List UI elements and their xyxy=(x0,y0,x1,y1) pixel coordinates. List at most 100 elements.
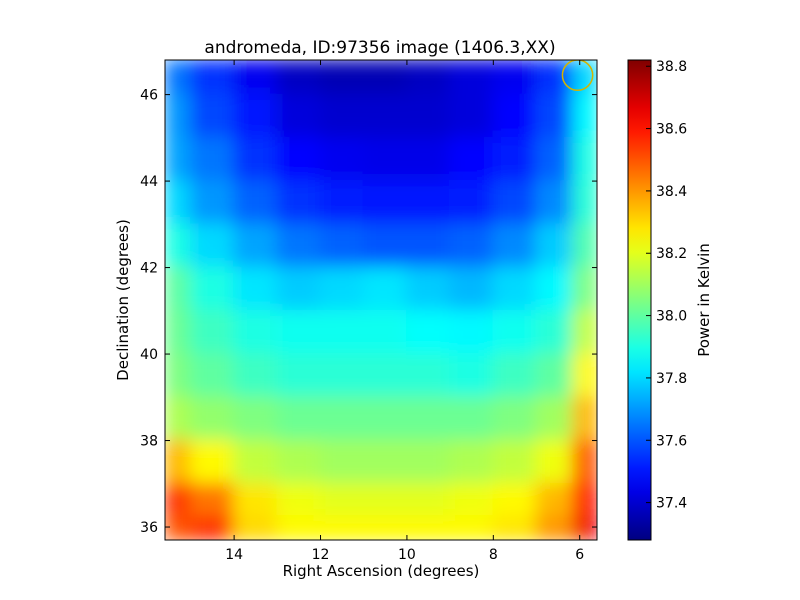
heatmap-cell xyxy=(189,93,236,139)
heatmap-cell xyxy=(276,93,322,139)
y-tick-label: 46 xyxy=(140,88,158,104)
heatmap-cell xyxy=(362,93,408,139)
heatmap-cell xyxy=(319,136,365,183)
heatmap-cell xyxy=(492,396,538,442)
heatmap-cell xyxy=(449,439,495,485)
x-tick-label: 6 xyxy=(575,547,584,563)
heatmap-cell xyxy=(535,482,575,518)
heatmap-cell xyxy=(535,396,575,442)
heatmap-cell xyxy=(492,482,538,518)
x-tick-label: 8 xyxy=(489,547,498,563)
colorbar-tick-label: 38.8 xyxy=(656,59,687,75)
colorbar-tick-label: 38.2 xyxy=(656,246,687,262)
heatmap-cell xyxy=(276,60,322,96)
heatmap-cell xyxy=(319,482,365,518)
heatmap-cell xyxy=(572,396,597,442)
heatmap-cell xyxy=(405,309,452,356)
heatmap-cell xyxy=(189,482,236,518)
colorbar-tick-label: 38.4 xyxy=(656,184,687,200)
heatmap-cell xyxy=(276,266,322,312)
x-axis-label: Right Ascension (degrees) xyxy=(283,562,480,580)
heatmap-cell xyxy=(362,60,408,96)
x-tick-label: 10 xyxy=(398,547,416,563)
plot-frame xyxy=(164,59,598,541)
heatmap-cell xyxy=(319,439,365,485)
heatmap-cell xyxy=(535,180,575,226)
x-tick-label: 12 xyxy=(312,547,330,563)
heatmap-cell xyxy=(362,180,408,226)
y-axis-label: Declination (degrees) xyxy=(114,219,132,381)
colorbar-tick-label: 37.8 xyxy=(656,371,687,387)
heatmap-cell xyxy=(189,180,236,226)
heatmap-cell xyxy=(535,93,575,139)
heatmap-cell xyxy=(362,136,408,183)
chart-title: andromeda, ID:97356 image (1406.3,XX) xyxy=(204,38,555,58)
heatmap-cell xyxy=(276,515,322,540)
heatmap-cell xyxy=(233,223,279,269)
heatmap-cell xyxy=(165,353,192,399)
heatmap-cell xyxy=(165,180,192,226)
colorbar-tick-label: 38.6 xyxy=(656,122,687,138)
colorbar: 37.4 37.6 37.8 38.0 38.2 38.4 38.6 38.8 Power i… xyxy=(627,59,713,541)
heatmap-cell xyxy=(572,515,597,540)
heatmap-cell xyxy=(233,309,279,356)
heatmap-cell xyxy=(405,515,452,540)
heatmap-cell xyxy=(233,353,279,399)
heatmap-cell xyxy=(535,223,575,269)
heatmap-cell xyxy=(492,266,538,312)
heatmap-cell xyxy=(492,353,538,399)
y-tick-label: 44 xyxy=(140,174,158,190)
heatmap-cell xyxy=(276,439,322,485)
heatmap-cell xyxy=(362,482,408,518)
heatmap-cell xyxy=(189,515,236,540)
heatmap-cell xyxy=(276,309,322,356)
colorbar-tick-label: 38.0 xyxy=(656,309,687,325)
heatmap-cell xyxy=(233,439,279,485)
heatmap-cell xyxy=(362,439,408,485)
heatmap-cell xyxy=(449,180,495,226)
heatmap-cell xyxy=(319,309,365,356)
heatmap-cell xyxy=(276,223,322,269)
heatmap-cell xyxy=(362,515,408,540)
heatmap-cell xyxy=(233,482,279,518)
colorbar-gradient xyxy=(627,59,652,541)
heatmap-cell xyxy=(449,223,495,269)
heatmap-cell xyxy=(405,136,452,183)
y-tick-label: 38 xyxy=(140,434,158,450)
heatmap-cell xyxy=(189,439,236,485)
y-tick-label: 40 xyxy=(140,347,158,363)
heatmap-cell xyxy=(405,93,452,139)
heatmap-cell xyxy=(405,180,452,226)
heatmap-cell xyxy=(535,309,575,356)
colorbar-tick-label: 37.6 xyxy=(656,433,687,449)
heatmap-cell xyxy=(362,223,408,269)
x-tick-label: 14 xyxy=(225,547,243,563)
heatmap-cell xyxy=(319,266,365,312)
heatmap-cell xyxy=(449,60,495,96)
heatmap-cell xyxy=(319,223,365,269)
heatmap-cell xyxy=(405,482,452,518)
heatmap-cell xyxy=(362,266,408,312)
heatmap-cell xyxy=(276,180,322,226)
heatmap-cell xyxy=(233,93,279,139)
heatmap-cell xyxy=(233,396,279,442)
heatmap-cell xyxy=(492,180,538,226)
heatmap-cell xyxy=(405,223,452,269)
heatmap-cell xyxy=(449,266,495,312)
heatmap-cell xyxy=(572,136,597,183)
heatmap-cell xyxy=(535,266,575,312)
heatmap-cell xyxy=(165,266,192,312)
heatmap-cell xyxy=(362,309,408,356)
heatmap-cell xyxy=(449,93,495,139)
heatmap-cell xyxy=(189,136,236,183)
heatmap-cell xyxy=(276,353,322,399)
heatmap-cell xyxy=(492,439,538,485)
heatmap-cell xyxy=(405,396,452,442)
heatmap-cell xyxy=(319,93,365,139)
heatmap-cell xyxy=(319,515,365,540)
heatmap-cell xyxy=(319,180,365,226)
heatmap-cell xyxy=(535,515,575,540)
heatmap-cell xyxy=(449,136,495,183)
heatmap-cell xyxy=(189,309,236,356)
heatmap-cell xyxy=(572,482,597,518)
